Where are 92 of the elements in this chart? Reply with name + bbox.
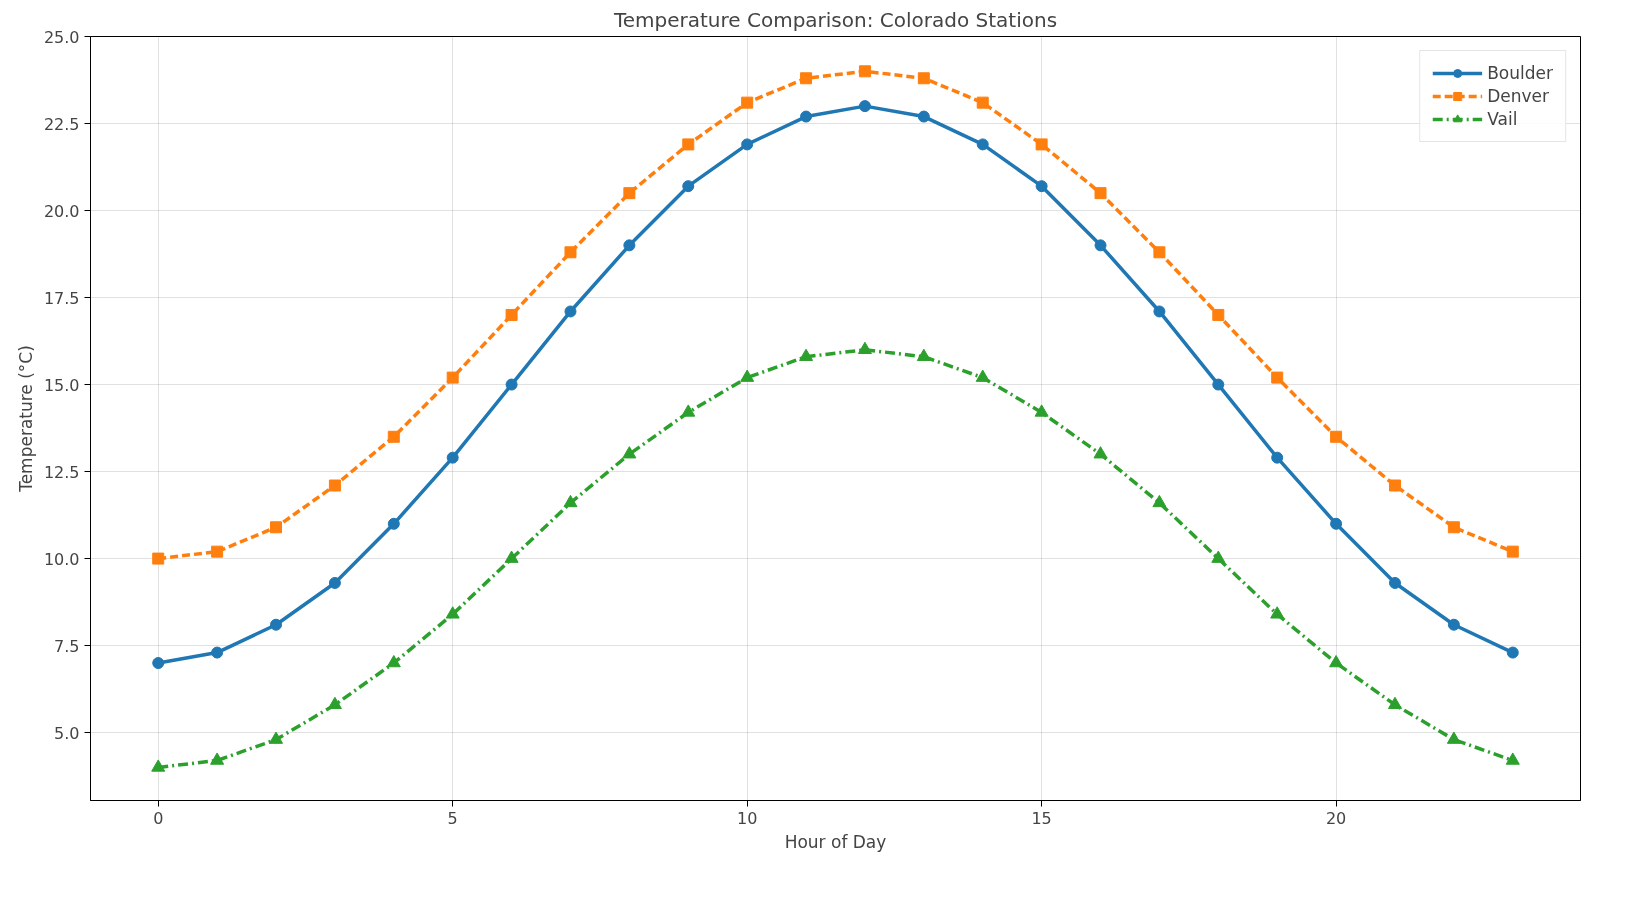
point	[681, 404, 696, 417]
point	[1329, 655, 1344, 668]
point	[505, 378, 518, 391]
point	[976, 96, 989, 109]
point	[741, 96, 754, 109]
x-tick-label: 10	[736, 808, 758, 828]
point	[1153, 246, 1166, 259]
point	[446, 451, 459, 464]
y-tick-label: 20.0	[43, 201, 80, 221]
x-tick-label: 0	[153, 808, 164, 828]
point	[1152, 494, 1167, 508]
point	[975, 369, 990, 382]
point	[1212, 378, 1225, 391]
point	[504, 550, 519, 563]
point	[152, 657, 165, 669]
point	[152, 552, 165, 565]
point	[917, 72, 930, 85]
point	[1387, 696, 1402, 710]
point	[1330, 517, 1343, 530]
point	[858, 65, 871, 78]
y-tick-label: 25.0	[43, 27, 80, 47]
x-tick-label: 15	[1031, 808, 1052, 828]
point	[800, 110, 813, 123]
point	[386, 655, 401, 668]
y-tick-label: 15.0	[43, 375, 80, 395]
point	[1505, 752, 1520, 765]
point	[328, 479, 341, 492]
x-axis-title: Hour of Day	[784, 831, 887, 852]
point	[1330, 430, 1343, 443]
point	[917, 110, 930, 123]
point	[858, 100, 871, 113]
y-tick-label: 10.0	[43, 549, 80, 569]
point	[327, 696, 342, 710]
y-tick-label: 5.0	[54, 723, 80, 743]
point	[1035, 180, 1048, 193]
point	[387, 430, 400, 443]
point	[740, 369, 755, 382]
legend-label: Denver	[1487, 86, 1550, 106]
point	[741, 138, 754, 151]
point	[1094, 187, 1107, 200]
y-tick-label: 17.5	[43, 288, 80, 308]
point	[1506, 545, 1519, 558]
point	[505, 308, 518, 321]
point	[1506, 646, 1519, 659]
point	[623, 187, 636, 200]
point	[446, 371, 459, 384]
chart-title: Temperature Comparison: Colorado Stations	[612, 7, 1058, 32]
point	[1447, 521, 1460, 534]
point	[857, 341, 872, 355]
point	[1153, 305, 1166, 318]
y-axis-title: Temperature (°C)	[15, 345, 36, 493]
point	[1034, 404, 1049, 417]
x-tick-label: 20	[1325, 808, 1347, 828]
point	[563, 494, 578, 508]
point	[1211, 550, 1226, 563]
point	[1270, 606, 1285, 619]
point	[269, 731, 284, 744]
point	[151, 759, 166, 772]
point	[328, 576, 341, 589]
point	[1388, 479, 1401, 492]
point	[270, 521, 283, 534]
point	[1446, 731, 1461, 744]
point	[799, 348, 814, 361]
point	[800, 72, 813, 85]
point	[976, 138, 989, 151]
point	[682, 180, 695, 193]
point	[1094, 239, 1107, 252]
point	[682, 138, 695, 151]
point	[1447, 618, 1460, 631]
y-tick-label: 12.5	[43, 462, 80, 482]
point	[623, 239, 636, 252]
point	[1271, 371, 1284, 384]
point	[916, 348, 931, 361]
point	[211, 545, 224, 558]
point	[564, 246, 577, 259]
point	[564, 305, 577, 318]
legend-label: Vail	[1487, 109, 1518, 129]
y-tick-label: 7.5	[54, 636, 80, 656]
point	[270, 618, 283, 631]
point	[211, 646, 224, 659]
point	[210, 752, 225, 765]
legend-label: Boulder	[1487, 63, 1553, 83]
point	[445, 606, 460, 619]
point	[1093, 446, 1108, 459]
point	[1271, 451, 1284, 464]
y-tick-label: 22.5	[43, 114, 80, 134]
point	[387, 517, 400, 530]
point	[622, 446, 637, 459]
x-tick-label: 5	[447, 808, 458, 828]
point	[1212, 308, 1225, 321]
point	[1035, 138, 1048, 151]
point	[1388, 576, 1401, 589]
